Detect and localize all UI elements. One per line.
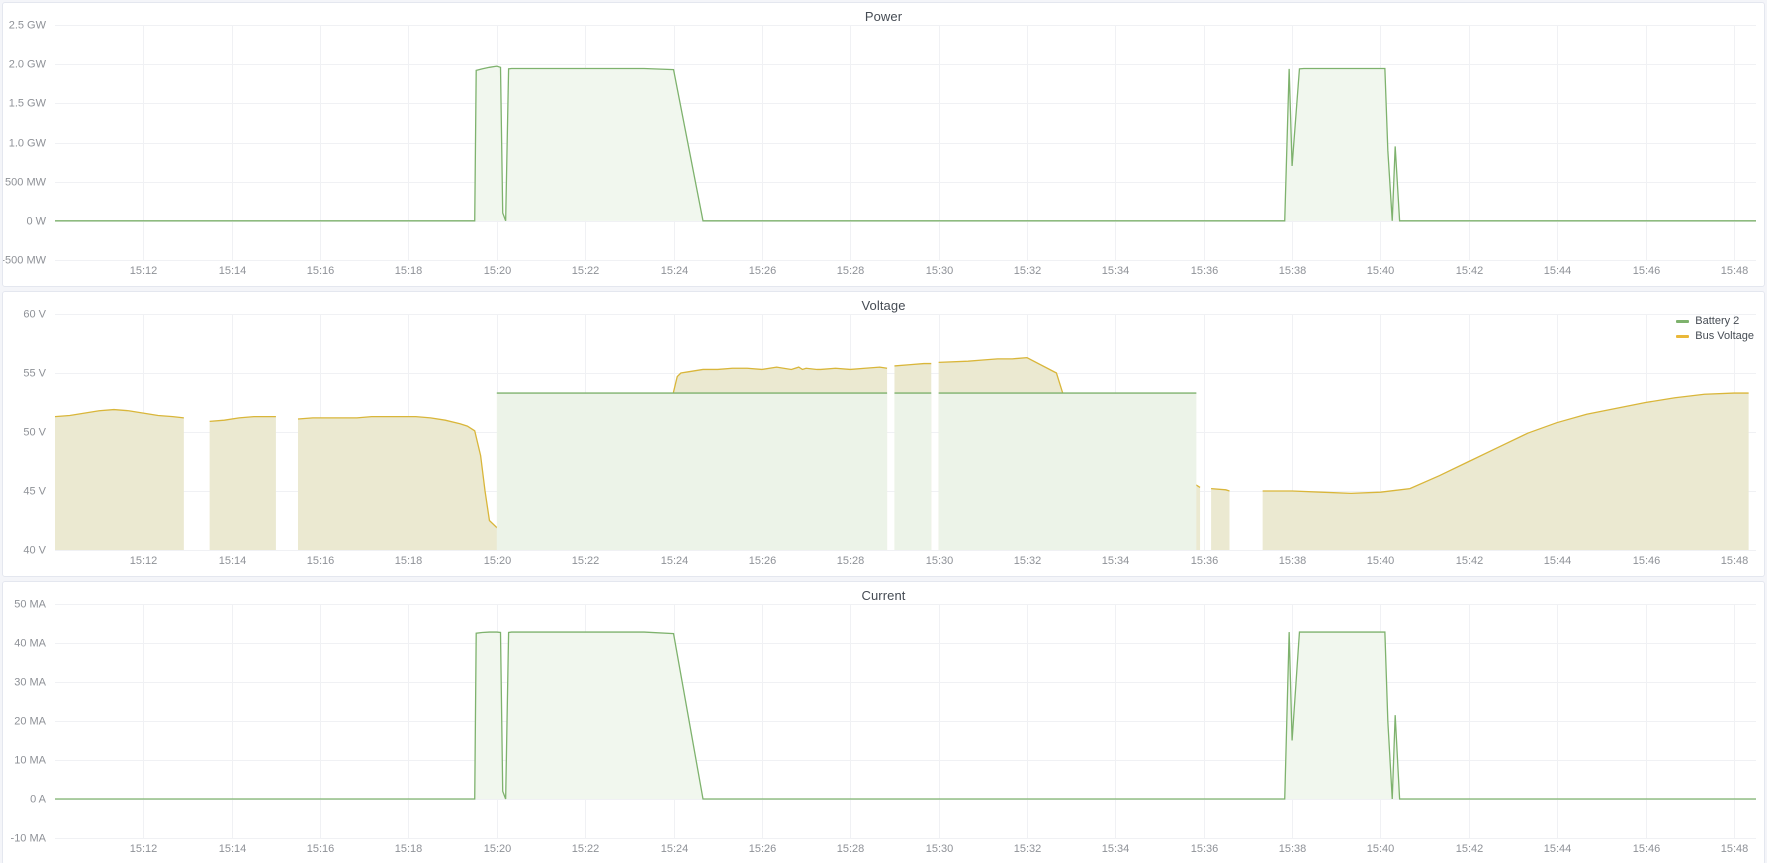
x-tick-label: 15:32 — [1014, 555, 1042, 567]
x-tick-label: 15:26 — [749, 843, 777, 855]
plot-area-power[interactable]: -500 MW 0 W 500 MW 1.0 GW 1.5 GW 2.0 GW 2.5 GW… — [3, 3, 1764, 286]
x-tick-label: 15:18 — [395, 265, 423, 277]
y-tick-label: -10 MA — [11, 832, 47, 844]
legend-color-swatch-icon — [1676, 320, 1690, 323]
x-tick-label: 15:12 — [130, 843, 158, 855]
y-tick-label: 2.0 GW — [9, 58, 47, 70]
x-tick-label: 15:14 — [219, 265, 247, 277]
y-tick-label: -500 MW — [3, 254, 47, 266]
plot-area-current[interactable]: -10 MA 0 A 10 MA 20 MA 30 MA 40 MA 50 MA 15:12 1… — [3, 582, 1764, 863]
x-tick-label: 15:46 — [1633, 555, 1661, 567]
x-tick-label: 15:14 — [219, 843, 247, 855]
x-tick-label: 15:22 — [572, 843, 600, 855]
x-tick-label: 15:34 — [1102, 843, 1130, 855]
x-tick-label: 15:22 — [572, 265, 600, 277]
x-tick-label: 15:32 — [1014, 843, 1042, 855]
y-tick-label: 1.5 GW — [9, 97, 47, 109]
x-tick-label: 15:34 — [1102, 555, 1130, 567]
x-tick-label: 15:20 — [484, 555, 512, 567]
x-tick-label: 15:44 — [1544, 555, 1572, 567]
y-tick-label: 40 V — [23, 544, 46, 556]
y-tick-label: 500 MW — [5, 176, 47, 188]
x-tick-label: 15:40 — [1367, 265, 1395, 277]
x-tick-label: 15:16 — [307, 265, 335, 277]
y-tick-label: 30 MA — [14, 676, 46, 688]
y-tick-label: 55 V — [23, 367, 46, 379]
x-tick-label: 15:46 — [1633, 843, 1661, 855]
x-tick-label: 15:44 — [1544, 265, 1572, 277]
x-tick-label: 15:38 — [1279, 843, 1307, 855]
y-tick-label: 10 MA — [14, 754, 46, 766]
x-tick-label: 15:18 — [395, 555, 423, 567]
chart-svg-voltage: 40 V 45 V 50 V 55 V 60 V 15:12 15:14 15:16 15:18… — [23, 308, 1756, 567]
y-tick-label: 45 V — [23, 485, 46, 497]
legend-voltage: Battery 2 Bus Voltage — [1676, 314, 1754, 344]
x-tick-label: 15:24 — [661, 265, 689, 277]
y-tick-label: 2.5 GW — [9, 19, 47, 31]
x-tick-label: 15:18 — [395, 843, 423, 855]
x-tick-label: 15:24 — [661, 555, 689, 567]
x-tick-label: 15:30 — [926, 265, 954, 277]
series-battery-2 — [55, 65, 1756, 222]
x-tick-label: 15:36 — [1191, 265, 1219, 277]
plot-area-voltage[interactable]: 40 V 45 V 50 V 55 V 60 V 15:12 15:14 15:16 15:18… — [3, 292, 1764, 576]
legend-item-label: Battery 2 — [1695, 315, 1740, 327]
legend-color-swatch-icon — [1676, 335, 1690, 338]
x-tick-label: 15:12 — [130, 265, 158, 277]
x-tick-label: 15:40 — [1367, 843, 1395, 855]
series-battery-2 — [496, 392, 1197, 550]
x-tick-label: 15:30 — [926, 555, 954, 567]
x-tick-label: 15:28 — [837, 555, 865, 567]
y-tick-label: 60 V — [23, 308, 46, 320]
y-tick-label: 0 W — [26, 215, 46, 227]
y-tick-label: 0 A — [30, 793, 47, 805]
x-tick-label: 15:26 — [749, 265, 777, 277]
panel-current[interactable]: Current -10 MA 0 A 10 MA 20 MA 30 MA 40 MA 50 M… — [2, 581, 1765, 863]
legend-item[interactable]: Bus Voltage — [1676, 329, 1754, 344]
x-tick-label: 15:32 — [1014, 265, 1042, 277]
x-tick-label: 15:42 — [1456, 843, 1484, 855]
x-tick-label: 15:16 — [307, 843, 335, 855]
x-tick-label: 15:40 — [1367, 555, 1395, 567]
x-tick-label: 15:36 — [1191, 555, 1219, 567]
chart-svg-current: -10 MA 0 A 10 MA 20 MA 30 MA 40 MA 50 MA 15:12 1… — [11, 598, 1756, 855]
y-tick-label: 50 V — [23, 426, 46, 438]
y-tick-label: 40 MA — [14, 637, 46, 649]
x-tick-label: 15:26 — [749, 555, 777, 567]
x-tick-label: 15:20 — [484, 265, 512, 277]
x-tick-label: 15:14 — [219, 555, 247, 567]
x-tick-label: 15:24 — [661, 843, 689, 855]
x-tick-label: 15:38 — [1279, 265, 1307, 277]
x-tick-label: 15:16 — [307, 555, 335, 567]
x-tick-label: 15:44 — [1544, 843, 1572, 855]
x-tick-label: 15:48 — [1721, 265, 1749, 277]
y-tick-label: 20 MA — [14, 715, 46, 727]
x-tick-label: 15:20 — [484, 843, 512, 855]
x-tick-label: 15:12 — [130, 555, 158, 567]
panel-power[interactable]: Power -500 MW 0 W 500 MW 1.0 GW 1.5 GW 2.0 GW 2… — [2, 2, 1765, 287]
x-tick-label: 15:46 — [1633, 265, 1661, 277]
x-tick-label: 15:22 — [572, 555, 600, 567]
x-tick-label: 15:48 — [1721, 843, 1749, 855]
x-tick-label: 15:48 — [1721, 555, 1749, 567]
x-tick-label: 15:34 — [1102, 265, 1130, 277]
y-tick-label: 50 MA — [14, 598, 46, 610]
y-tick-label: 1.0 GW — [9, 137, 47, 149]
series-battery-2 — [55, 631, 1756, 800]
x-tick-label: 15:42 — [1456, 555, 1484, 567]
x-tick-label: 15:28 — [837, 265, 865, 277]
legend-item-label: Bus Voltage — [1695, 330, 1754, 342]
x-tick-label: 15:36 — [1191, 843, 1219, 855]
x-tick-label: 15:38 — [1279, 555, 1307, 567]
legend-item[interactable]: Battery 2 — [1676, 314, 1754, 329]
chart-svg-power: -500 MW 0 W 500 MW 1.0 GW 1.5 GW 2.0 GW 2.5 GW… — [3, 19, 1756, 277]
x-tick-label: 15:42 — [1456, 265, 1484, 277]
x-tick-label: 15:30 — [926, 843, 954, 855]
x-tick-label: 15:28 — [837, 843, 865, 855]
